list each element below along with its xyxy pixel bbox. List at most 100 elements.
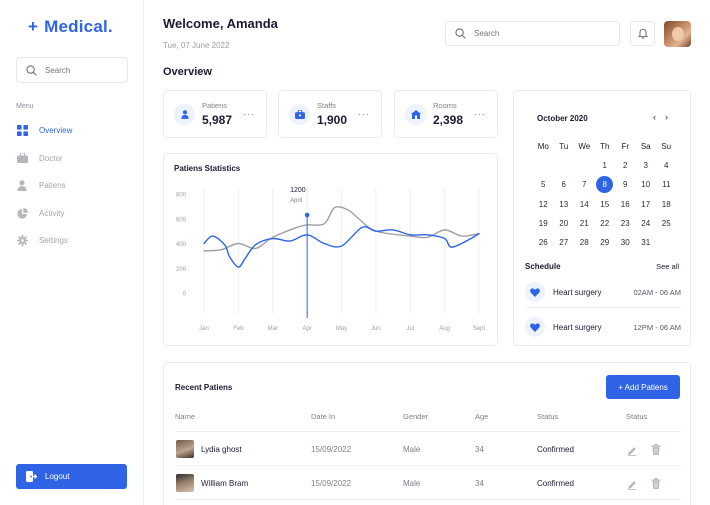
calendar-day[interactable]: 6 — [561, 180, 566, 190]
column-header-gender[interactable]: Gender — [403, 412, 429, 421]
logout-button[interactable]: Logout — [16, 464, 127, 489]
calendar-day[interactable]: 30 — [620, 238, 630, 248]
column-header-name[interactable]: Name — [175, 412, 196, 421]
calendar-day[interactable]: 4 — [664, 161, 669, 171]
calendar-day[interactable]: 8 — [595, 175, 616, 193]
header-search-input[interactable] — [474, 29, 604, 38]
header-search[interactable] — [445, 21, 620, 46]
edit-icon[interactable] — [627, 477, 637, 495]
calendar-next-button[interactable]: › — [665, 112, 668, 122]
search-icon — [455, 28, 466, 39]
logout-label: Logout — [45, 472, 70, 481]
x-tick-label: Jan — [199, 326, 209, 332]
briefcase-icon — [16, 152, 28, 164]
more-options-button[interactable]: ··· — [358, 109, 370, 119]
calendar-day[interactable]: 17 — [641, 199, 651, 209]
calendar-day[interactable]: 26 — [538, 238, 548, 248]
sidebar-item-doctor[interactable]: Doctor — [16, 145, 128, 173]
more-options-button[interactable]: ··· — [474, 109, 486, 119]
more-options-button[interactable]: ··· — [243, 109, 255, 119]
column-header-age[interactable]: Age — [475, 412, 489, 421]
calendar-day[interactable]: 14 — [579, 199, 589, 209]
stat-value: 1,900 — [317, 113, 348, 127]
patient-status: Confirmed — [537, 445, 574, 454]
calendar-day[interactable]: 7 — [582, 180, 587, 190]
sidebar-search-input[interactable] — [45, 65, 115, 75]
calendar-day[interactable]: 5 — [541, 180, 546, 190]
calendar-week-row: 26 27 28 29 30 31 — [533, 233, 683, 252]
person-icon — [16, 180, 28, 192]
calendar-day[interactable]: 11 — [662, 180, 671, 190]
grid-icon — [16, 125, 28, 137]
column-header-date-in[interactable]: Date In — [311, 412, 336, 421]
calendar-day[interactable]: 12 — [538, 199, 548, 209]
schedule-item[interactable]: Heart surgery 02AM - 06 AM — [525, 281, 681, 303]
divider — [525, 307, 681, 308]
calendar-day[interactable]: 18 — [661, 199, 671, 209]
calendar-day[interactable]: 15 — [600, 199, 610, 209]
sidebar-item-activity[interactable]: Activity — [16, 200, 128, 228]
calendar-day[interactable]: 2 — [623, 161, 628, 171]
sidebar-item-settings[interactable]: Settings — [16, 227, 128, 255]
x-tick-label: Aug — [439, 326, 450, 332]
calendar-weekday-row: Mo Tu We Th Fr Sa Su — [533, 137, 683, 156]
schedule-item[interactable]: Heart surgery 12PM - 06 AM — [525, 316, 681, 338]
calendar-week-row: 5 6 7 8 9 10 11 — [533, 175, 683, 194]
column-header-actions[interactable]: Status — [626, 412, 648, 421]
sidebar-item-label: Activity — [39, 208, 65, 218]
logo[interactable]: + Medical. — [28, 17, 113, 37]
search-icon — [26, 64, 37, 76]
calendar-day[interactable]: 19 — [538, 218, 548, 228]
calendar-day[interactable]: 1 — [602, 161, 607, 171]
patient-age: 34 — [475, 445, 484, 454]
person-icon — [174, 103, 195, 125]
edit-icon[interactable] — [627, 443, 637, 461]
calendar-day[interactable]: 3 — [643, 161, 648, 171]
heart-icon — [525, 282, 545, 302]
calendar-day[interactable]: 21 — [579, 218, 589, 228]
x-tick-label: May — [336, 326, 347, 332]
avatar[interactable] — [664, 21, 691, 47]
see-all-link[interactable]: See all — [656, 262, 679, 271]
delete-icon[interactable] — [651, 476, 661, 494]
calendar-card: October 2020 ‹ › Mo Tu We Th Fr Sa Su 1 2 3 4 5 6 7 8 9… — [513, 90, 691, 346]
patient-name: William Bram — [201, 479, 249, 488]
calendar-day[interactable]: 23 — [620, 218, 630, 228]
add-patiens-button[interactable]: + Add Patiens — [606, 375, 680, 399]
delete-icon[interactable] — [651, 442, 661, 460]
calendar-weekday: Fr — [621, 142, 630, 152]
patient-status: Confirmed — [537, 479, 574, 488]
sidebar-item-overview[interactable]: Overview — [16, 117, 128, 145]
column-header-status[interactable]: Status — [537, 412, 559, 421]
briefcase-icon — [289, 103, 310, 125]
calendar-day[interactable]: 28 — [579, 238, 589, 248]
calendar-day[interactable]: 10 — [641, 180, 651, 190]
calendar-day[interactable]: 27 — [559, 238, 569, 248]
calendar-grid: Mo Tu We Th Fr Sa Su 1 2 3 4 5 6 7 8 9 10 11 12 13 14 15 16 17 1… — [533, 137, 683, 252]
calendar-prev-button[interactable]: ‹ — [653, 112, 656, 122]
calendar-day[interactable]: 13 — [559, 199, 569, 209]
annotation-point — [304, 212, 310, 218]
calendar-day[interactable]: 31 — [641, 238, 651, 248]
patient-name: Lydia ghost — [201, 445, 242, 454]
calendar-day[interactable]: 25 — [661, 218, 671, 228]
bell-icon — [637, 28, 648, 39]
stat-value: 2,398 — [433, 113, 464, 127]
sidebar-search[interactable] — [16, 57, 128, 83]
divider — [175, 465, 681, 466]
recent-patiens-card: Recent Patiens + Add Patiens Name Date I… — [163, 362, 691, 505]
notification-button[interactable] — [630, 21, 655, 46]
calendar-day[interactable]: 24 — [641, 218, 651, 228]
patiens-statistics-card: Patiens Statistics 800 600 400 200 0 Jan Feb Ma… — [163, 153, 498, 346]
series-line — [203, 226, 480, 268]
patient-date-in: 15/09/2022 — [311, 445, 352, 454]
calendar-day[interactable]: 16 — [620, 199, 630, 209]
stat-label: Rooms — [433, 101, 457, 110]
calendar-day[interactable]: 20 — [559, 218, 569, 228]
calendar-day[interactable]: 9 — [623, 180, 628, 190]
sidebar-item-patiens[interactable]: Patiens — [16, 172, 128, 200]
calendar-day[interactable]: 22 — [600, 218, 610, 228]
calendar-day[interactable]: 29 — [600, 238, 610, 248]
heart-icon — [525, 317, 545, 337]
